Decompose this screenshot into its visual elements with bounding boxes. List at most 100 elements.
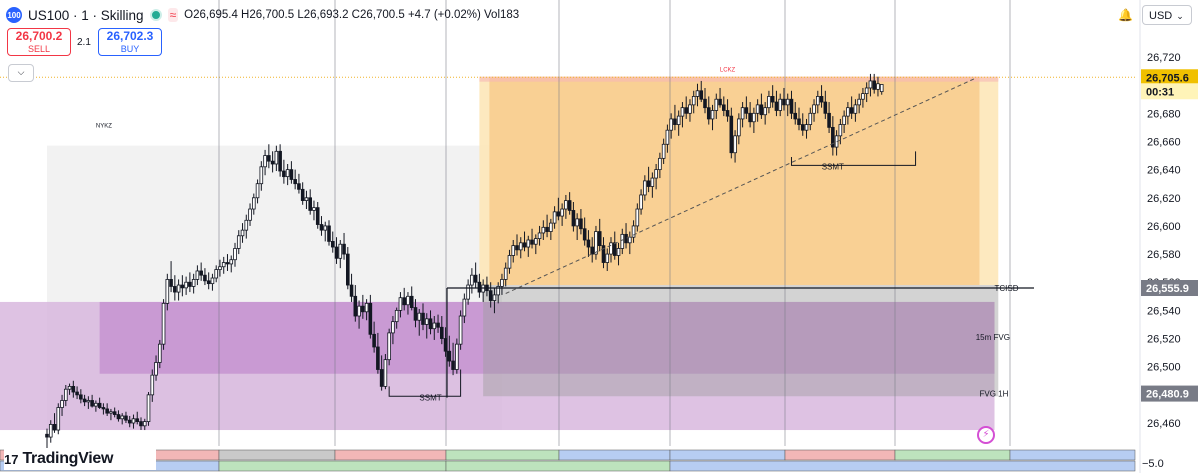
candle — [594, 225, 598, 260]
candle — [564, 194, 568, 219]
candle — [248, 203, 252, 226]
candle-body — [774, 101, 779, 111]
candle-body — [221, 262, 226, 268]
candle-body — [560, 208, 564, 217]
candle — [477, 273, 482, 298]
candle — [173, 275, 177, 301]
price-tag-label: 26,480.9 — [1146, 389, 1189, 401]
candle — [676, 110, 681, 136]
candle — [808, 107, 813, 131]
candle-body — [109, 411, 113, 414]
candle — [304, 190, 309, 210]
candle-body — [154, 362, 158, 376]
collapse-chevron-icon[interactable]: ⌵ — [8, 64, 34, 82]
vertical-gridlines — [218, 0, 1011, 446]
bottom-axis-label: −5.0 — [1142, 458, 1164, 470]
buy-button[interactable]: 26,702.3 BUY — [98, 28, 162, 56]
candle-body — [297, 183, 301, 190]
candle-body — [477, 281, 482, 293]
price-tick-label: 26,600 — [1147, 221, 1181, 233]
candle-body — [342, 243, 346, 255]
candle-body — [142, 421, 147, 427]
candle — [240, 223, 245, 243]
candle-body — [635, 208, 640, 227]
sell-button[interactable]: 26,700.2 SELL — [7, 28, 71, 56]
candle — [703, 87, 707, 114]
candle-body — [357, 305, 361, 317]
symbol-title[interactable]: US100 · 1 · Skilling — [28, 7, 144, 23]
zone-label: NYKZ — [96, 124, 112, 130]
candle-body — [620, 233, 625, 249]
candle — [270, 151, 275, 173]
candle — [394, 307, 399, 329]
candle-body — [323, 225, 328, 231]
price-axis[interactable]: 26,72026,70026,68026,66026,64026,62026,6… — [1139, 0, 1200, 473]
zone-label: 15m FVG — [976, 333, 1010, 342]
candle-body — [244, 219, 249, 231]
candle — [191, 273, 196, 294]
candle-body — [289, 169, 294, 180]
candle-body — [552, 211, 557, 224]
premium-discount-block — [483, 285, 999, 397]
candle — [650, 172, 655, 198]
candle-body — [616, 248, 621, 256]
candle-body — [184, 281, 188, 289]
candle — [458, 310, 463, 350]
market-status-icon[interactable] — [149, 9, 162, 21]
candle-body — [755, 104, 760, 114]
candle-body — [304, 197, 309, 201]
zone-label: LCKZ — [720, 67, 736, 73]
candle-body — [259, 166, 264, 185]
candle-body — [503, 267, 508, 280]
candle-body — [778, 98, 782, 111]
candle-body — [90, 400, 94, 407]
candle — [778, 93, 782, 117]
candle — [552, 206, 557, 229]
candle — [654, 163, 658, 190]
price-tick-label: 26,640 — [1147, 165, 1181, 177]
wave-icon[interactable]: ≈ — [167, 8, 179, 22]
candle-body — [135, 418, 140, 422]
candle-body — [116, 414, 121, 420]
candle-body — [94, 402, 98, 407]
candle-body — [571, 210, 576, 227]
candle-body — [146, 394, 151, 422]
candle — [315, 201, 320, 229]
candle-body — [233, 248, 237, 261]
candle-body — [447, 350, 452, 362]
alert-bell-icon[interactable]: 🔔 — [1118, 8, 1133, 22]
candle-body — [763, 107, 767, 116]
candle — [338, 240, 343, 269]
candle-body — [372, 333, 376, 348]
currency-select[interactable]: USD ⌄ — [1142, 5, 1192, 25]
candle-body — [165, 279, 170, 304]
candle-body — [45, 433, 49, 438]
candle — [688, 99, 692, 122]
candle — [409, 286, 414, 311]
candle — [470, 268, 474, 294]
candle-body — [52, 424, 57, 431]
candle-body — [124, 415, 128, 421]
candle-body — [567, 200, 572, 211]
candle-body — [864, 87, 869, 94]
candle — [439, 316, 444, 345]
candle-body — [161, 302, 166, 345]
candle — [534, 234, 538, 255]
candle-body — [541, 226, 546, 234]
candle-body — [857, 98, 861, 106]
candle — [537, 225, 542, 246]
candle — [842, 110, 846, 134]
candle-body — [376, 346, 380, 370]
candle — [52, 413, 57, 433]
candle — [609, 237, 613, 263]
candle-body — [789, 98, 794, 114]
candle — [368, 294, 373, 339]
buy-label: BUY — [120, 44, 140, 54]
candle-body — [816, 96, 820, 106]
candle-body — [236, 235, 241, 249]
candle — [673, 104, 677, 131]
chevron-down-icon: ⌄ — [1176, 11, 1184, 21]
lightning-icon[interactable]: ⚡ — [977, 426, 995, 444]
candle — [605, 248, 610, 271]
